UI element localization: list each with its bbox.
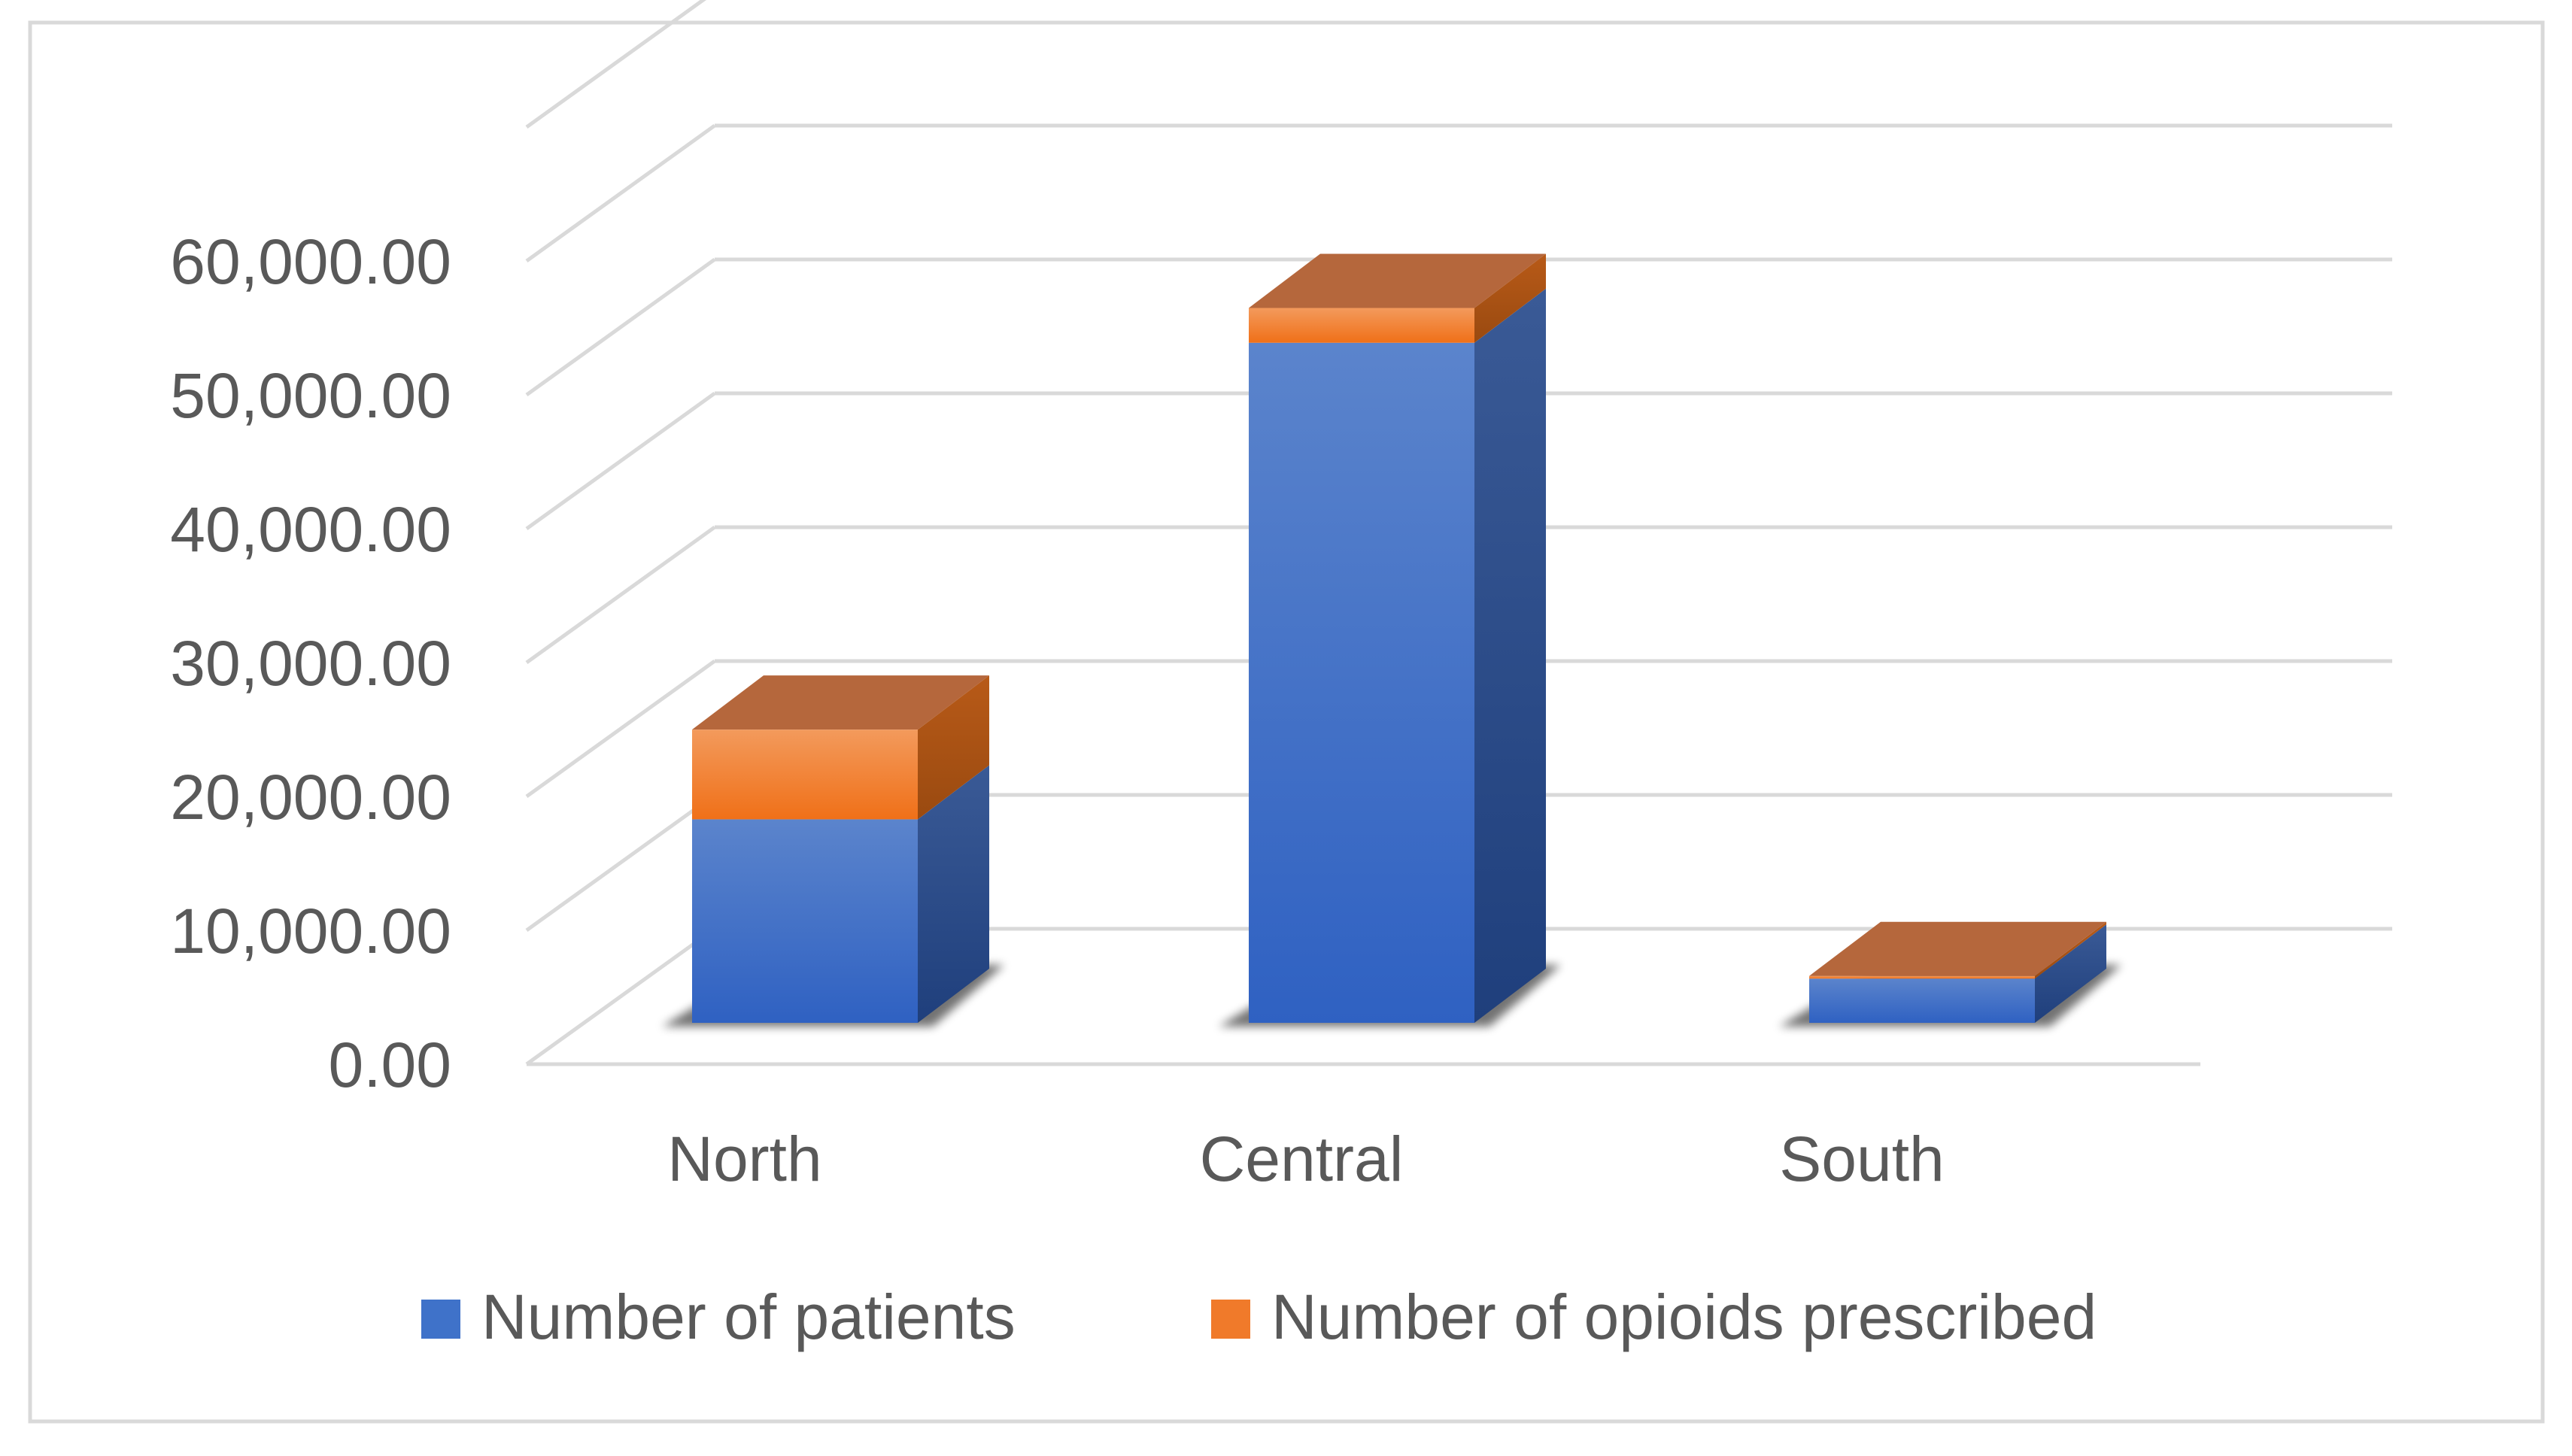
bar-side-opioids xyxy=(1474,253,1546,343)
x-tick-label-north: North xyxy=(667,1124,821,1194)
gridline-depth xyxy=(525,257,716,397)
bar-group-south xyxy=(1779,921,2121,1027)
legend-label-opioids: Number of opioids prescribed xyxy=(1271,1282,2097,1352)
bar-group-north xyxy=(662,675,1004,1027)
bar-side-patients xyxy=(1474,288,1546,1023)
gridline-depth xyxy=(525,525,716,665)
gridline-depth xyxy=(525,123,716,263)
bar-top-face xyxy=(1249,253,1546,308)
y-tick-label: 10,000.00 xyxy=(170,896,451,966)
gridline-depth xyxy=(525,0,707,129)
x-tick-label-south: South xyxy=(1779,1124,1945,1194)
bar-side-patients xyxy=(918,765,989,1023)
legend-swatch-opioids xyxy=(1211,1300,1250,1339)
y-tick-label: 30,000.00 xyxy=(170,628,451,699)
bar-patients xyxy=(692,819,918,1023)
bar-opioids xyxy=(692,730,918,820)
y-tick-label: 0.00 xyxy=(329,1030,452,1100)
legend-label-patients: Number of patients xyxy=(481,1282,1016,1352)
bar-side-opioids xyxy=(2035,921,2106,979)
bar-top-face xyxy=(1809,921,2106,976)
y-tick-label: 60,000.00 xyxy=(170,226,451,297)
gridline-depth xyxy=(525,659,716,799)
bar-patients xyxy=(1809,978,2035,1023)
x-tick-label-central: Central xyxy=(1200,1124,1404,1194)
bar-group-central xyxy=(1219,253,1561,1027)
bar-patients xyxy=(1249,342,1474,1023)
bar-side-patients xyxy=(2035,924,2106,1023)
y-tick-label: 20,000.00 xyxy=(170,762,451,833)
bar-opioids xyxy=(1809,975,2035,979)
legend-swatch-patients xyxy=(421,1300,460,1339)
bar-side-opioids xyxy=(918,675,989,820)
gridline-depth xyxy=(525,391,716,531)
y-tick-label: 40,000.00 xyxy=(170,494,451,565)
bar-opioids xyxy=(1249,308,1474,343)
gridline-depth xyxy=(525,927,716,1066)
gridline-depth xyxy=(525,793,716,933)
y-tick-label: 50,000.00 xyxy=(170,360,451,431)
bar-top-face xyxy=(692,675,989,730)
